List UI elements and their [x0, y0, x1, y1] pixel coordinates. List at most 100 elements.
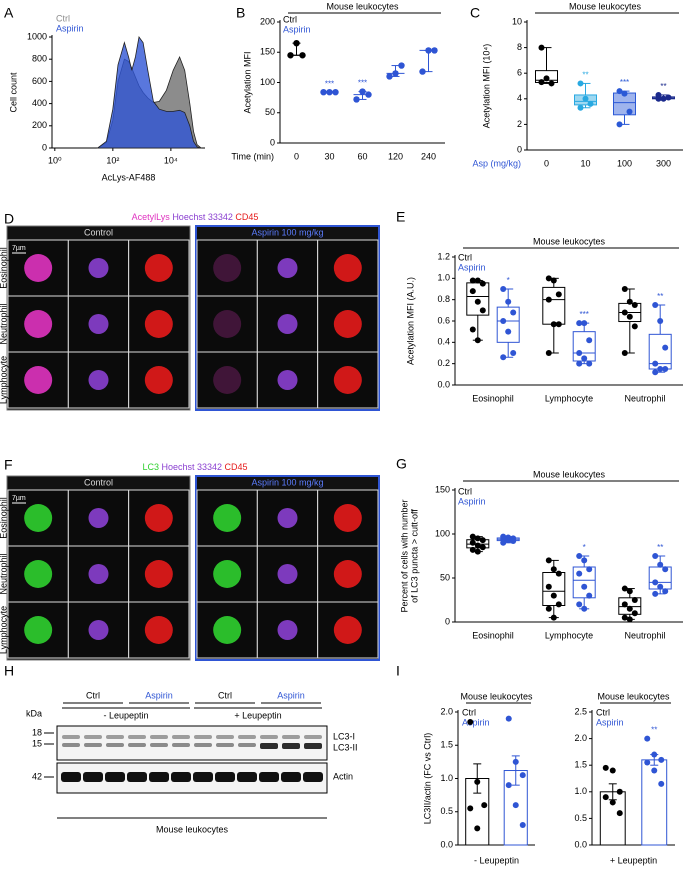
- legend-label: Ctrl: [458, 252, 472, 262]
- band: [304, 735, 322, 739]
- point: [626, 313, 633, 320]
- row-label: Eosinophil: [0, 497, 8, 539]
- point: [576, 553, 583, 559]
- y-tick-label: 8: [517, 42, 522, 52]
- point: [576, 320, 583, 327]
- point: [545, 583, 552, 590]
- cell-stain: [24, 504, 53, 532]
- y-tick-label: 200: [32, 120, 47, 130]
- y-axis-label: Cell count: [8, 72, 18, 113]
- point: [500, 354, 507, 361]
- band: [106, 735, 124, 739]
- point: [616, 788, 623, 795]
- point: [616, 810, 623, 817]
- legend-label: Ctrl: [56, 13, 70, 23]
- box: [572, 566, 596, 599]
- point: [626, 108, 633, 115]
- point: [621, 614, 628, 621]
- band: [84, 735, 102, 739]
- point: [631, 610, 638, 617]
- band: [303, 772, 323, 782]
- point: [555, 570, 562, 577]
- cell-stain: [24, 560, 53, 588]
- band: [62, 735, 80, 739]
- x-tick-label: 100: [617, 158, 632, 168]
- channel-name: CD45: [235, 212, 258, 222]
- band: [215, 772, 235, 782]
- y-tick-label: 1.0: [437, 273, 450, 283]
- band: [171, 772, 191, 782]
- point: [581, 320, 588, 327]
- unit-label: kDa: [26, 708, 42, 718]
- panel-label: A: [4, 5, 14, 21]
- y-axis-label: Acetylation MFI (A.U.): [405, 277, 415, 365]
- point: [609, 767, 616, 774]
- cell-stain: [277, 258, 298, 278]
- point: [500, 318, 507, 324]
- y-tick-label: 6: [517, 68, 522, 78]
- x-tick-label: Eosinophil: [472, 393, 514, 403]
- chart-title: Mouse leukocytes: [569, 1, 642, 11]
- y-tick-label: 0.0: [440, 839, 453, 849]
- point: [481, 802, 488, 809]
- point: [631, 323, 638, 330]
- point: [602, 794, 609, 801]
- point: [550, 592, 557, 599]
- x-tick-label: Lymphocyte: [545, 630, 593, 640]
- point: [555, 321, 562, 328]
- chart-title: Mouse leukocytes: [460, 691, 533, 701]
- cell-stain: [333, 254, 362, 282]
- panel-label: I: [396, 663, 400, 679]
- band: [194, 743, 212, 747]
- x-tick-label: Eosinophil: [472, 630, 514, 640]
- band: [260, 735, 278, 739]
- point: [505, 328, 512, 335]
- point: [658, 780, 665, 787]
- point: [657, 318, 664, 324]
- x-tick-label: Neutrophil: [624, 630, 665, 640]
- point: [626, 588, 633, 595]
- significance: *: [583, 543, 586, 552]
- y-tick-label: 0.4: [437, 337, 450, 347]
- point: [469, 288, 476, 295]
- band: [216, 735, 234, 739]
- point: [581, 583, 588, 590]
- significance: *: [507, 276, 510, 285]
- y-tick-label: 1.0: [574, 786, 587, 796]
- marker-label: 42: [32, 771, 42, 781]
- point: [655, 95, 662, 102]
- y-tick-label: 1.5: [440, 740, 453, 750]
- point: [652, 590, 659, 597]
- band: [193, 772, 213, 782]
- y-tick-label: 2.0: [440, 706, 453, 716]
- legend-label: Ctrl: [458, 486, 472, 496]
- point: [652, 579, 659, 586]
- y-tick-label: 150: [435, 484, 450, 494]
- point: [550, 566, 557, 573]
- significance: **: [651, 726, 657, 735]
- significance: ***: [358, 79, 367, 88]
- group-label: Control: [84, 227, 113, 237]
- point: [474, 535, 481, 542]
- band: [238, 743, 256, 747]
- point: [419, 68, 426, 75]
- point: [474, 825, 481, 832]
- point: [545, 350, 552, 356]
- point: [662, 366, 669, 372]
- y-tick-label: 800: [32, 54, 47, 64]
- lane-group: Ctrl: [86, 690, 100, 700]
- significance: **: [657, 292, 663, 301]
- point: [510, 309, 517, 316]
- chart-title: Mouse leukocytes: [597, 691, 670, 701]
- y-axis-label: Percent of cells with number: [399, 499, 409, 612]
- y-tick-label: 0: [445, 616, 450, 626]
- band-label: Actin: [333, 771, 353, 781]
- point: [586, 592, 593, 599]
- image-cell: [67, 351, 130, 409]
- point: [582, 95, 589, 102]
- point: [545, 557, 552, 564]
- legend-label: Aspirin: [596, 717, 624, 727]
- point: [505, 715, 512, 722]
- lane-group: Ctrl: [218, 690, 232, 700]
